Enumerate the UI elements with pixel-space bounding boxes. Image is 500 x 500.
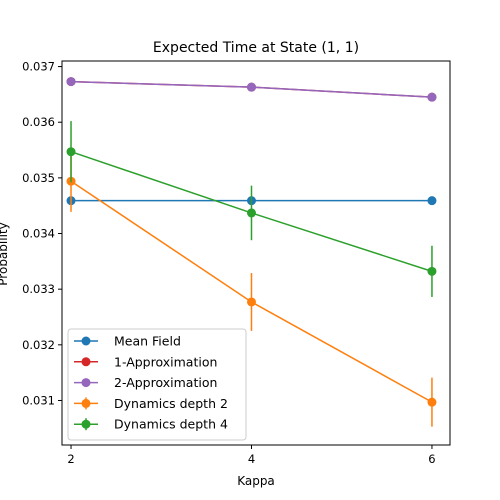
legend-entry: Dynamics depth 2 [74,396,228,411]
legend-label: Mean Field [114,334,181,349]
data-point [427,196,437,206]
legend-marker [81,357,91,367]
legend-marker [81,378,91,388]
data-point [66,147,76,157]
legend-marker [81,336,91,346]
axis-ticks: 2 4 6 0.031 0.032 0.033 0.034 0.035 0.036 0.037 [22,60,436,466]
legend-label: 2-Approximation [114,375,217,390]
chart-title: Expected Time at State (1, 1) [153,40,359,56]
legend: Mean Field 1-Approximation 2-Approximation… [67,328,247,441]
legend-entry: Dynamics depth 4 [74,417,228,432]
data-point [246,208,256,218]
y-tick-label: 0.034 [22,227,55,241]
legend-marker [81,419,91,429]
legend-label: Dynamics depth 4 [114,417,228,432]
legend-box [67,328,247,441]
legend-label: 1-Approximation [114,354,217,369]
plot-area [66,77,437,427]
series-2-approximation [66,77,437,102]
y-tick-label: 0.035 [22,171,55,185]
legend-marker [81,398,91,408]
axes-frame [61,60,451,446]
legend-entry: 2-Approximation [74,375,217,390]
data-point [246,297,256,307]
x-tick-label: 2 [67,452,74,466]
y-tick-label: 0.033 [22,282,55,296]
series-dynamics-depth-4 [66,121,437,297]
y-tick-label: 0.032 [22,338,55,352]
x-tick-label: 6 [428,452,435,466]
data-point [427,397,437,407]
y-tick-label: 0.037 [22,60,55,74]
legend-entry: 1-Approximation [74,354,217,369]
legend-entry: Mean Field [74,334,181,349]
data-point [427,92,437,102]
x-axis-label: Kappa [237,474,275,488]
data-point [427,266,437,276]
x-tick-label: 4 [248,452,255,466]
y-tick-label: 0.031 [22,393,55,407]
y-axis-label: Probability [0,222,10,285]
legend-label: Dynamics depth 2 [114,396,228,411]
data-point [66,77,76,87]
data-point [246,82,256,92]
y-tick-label: 0.036 [22,115,55,129]
